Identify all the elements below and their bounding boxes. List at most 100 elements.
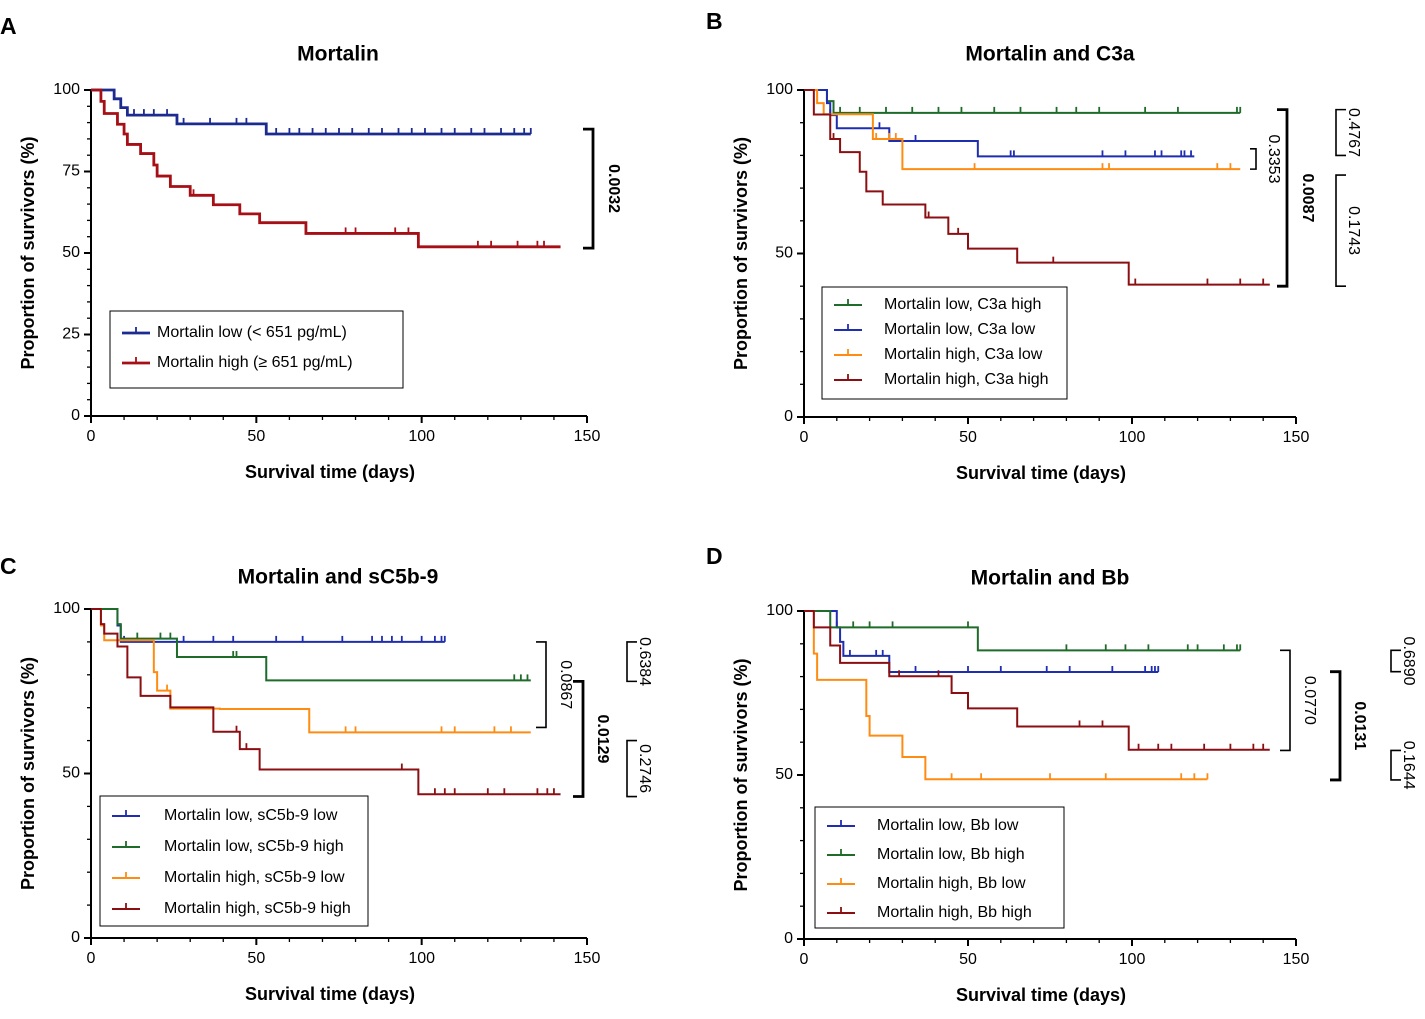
- survival-curve: [804, 610, 1241, 652]
- legend-label: Mortalin low, Bb low: [877, 817, 1019, 834]
- survival-curve: [91, 608, 531, 734]
- x-tick-label: 150: [574, 428, 601, 445]
- y-axis-label: Proportion of survivors (%): [18, 136, 38, 369]
- legend-label: Mortalin high, sC5b-9 high: [164, 900, 351, 917]
- pvalue-bracket: [1390, 749, 1401, 781]
- y-tick-label: 100: [766, 81, 793, 98]
- x-tick-label: 150: [1283, 951, 1310, 968]
- legend-label: Mortalin high, Bb low: [877, 875, 1026, 892]
- legend-box: [814, 806, 1065, 929]
- x-axis-label: Survival time (days): [956, 463, 1126, 483]
- pvalue-label: 0.0129: [594, 714, 611, 763]
- pvalue-bracket: [1250, 148, 1257, 170]
- legend-label: Mortalin low, C3a low: [884, 321, 1036, 338]
- chart-title: Mortalin and C3a: [965, 43, 1135, 66]
- survival-curve: [804, 89, 1241, 114]
- pvalue-label: 0.2746: [636, 744, 653, 793]
- pvalue-bracket: [1390, 649, 1401, 673]
- legend-label: Mortalin low, Bb high: [877, 846, 1025, 863]
- y-axis-label: Proportion of survivors (%): [18, 657, 38, 890]
- survival-curve: [804, 89, 1241, 171]
- x-tick-label: 50: [247, 950, 265, 967]
- pvalue-bracket: [626, 739, 637, 798]
- pvalue-label: 0.1644: [1400, 741, 1417, 790]
- legend-label: Mortalin low, C3a high: [884, 296, 1041, 313]
- pvalue-bracket: [536, 641, 547, 729]
- x-tick-label: 100: [408, 950, 435, 967]
- x-tick-label: 100: [1119, 951, 1146, 968]
- y-tick-label: 0: [71, 929, 80, 946]
- pvalue-bracket: [1280, 649, 1291, 752]
- pvalue-label: 0.0032: [605, 164, 622, 213]
- pvalue-bracket: [1335, 174, 1346, 287]
- x-axis-label: Survival time (days): [245, 462, 415, 482]
- panel-letter: B: [706, 8, 723, 34]
- y-tick-label: 0: [784, 408, 793, 425]
- pvalue-bracket: [626, 641, 637, 683]
- y-tick-label: 50: [775, 245, 793, 262]
- pvalue-label: 0.0867: [557, 660, 574, 709]
- panel-b: B Mortalin and C3a 0 50 100 150 0 50 100 Survival…: [706, 8, 1362, 483]
- pvalue-label: 0.6384: [636, 637, 653, 686]
- survival-curve: [91, 88, 531, 136]
- legend-box: [109, 310, 404, 389]
- y-tick-label: 75: [62, 163, 80, 180]
- y-tick-label: 25: [62, 326, 80, 343]
- y-tick-label: 50: [62, 765, 80, 782]
- y-tick-label: 0: [71, 407, 80, 424]
- legend-label: Mortalin high, Bb high: [877, 904, 1032, 921]
- panel-letter: A: [0, 13, 17, 39]
- pvalue-bracket: [1277, 108, 1289, 288]
- y-axis-label: Proportion of survivors (%): [731, 658, 751, 891]
- pvalue-bracket: [1330, 670, 1342, 782]
- panel-a: A Mortalin 0 50 100 150 0 25 50 75 100 Survival tim…: [0, 13, 622, 482]
- chart-title: Mortalin and Bb: [971, 567, 1130, 590]
- x-tick-label: 0: [800, 951, 809, 968]
- y-tick-label: 100: [53, 600, 80, 617]
- legend-label: Mortalin low, sC5b-9 low: [164, 807, 338, 824]
- y-tick-label: 100: [53, 81, 80, 98]
- x-tick-label: 0: [800, 429, 809, 446]
- y-tick-label: 100: [766, 602, 793, 619]
- survival-curve: [804, 610, 1270, 751]
- pvalue-label: 0.0770: [1301, 676, 1318, 725]
- pvalue-bracket: [1335, 108, 1346, 157]
- pvalue-label: 0.4767: [1345, 108, 1362, 157]
- pvalue-label: 0.0087: [1299, 173, 1316, 222]
- legend-label: Mortalin high, C3a low: [884, 346, 1043, 363]
- survival-curve: [804, 89, 1270, 286]
- survival-curve: [804, 89, 1195, 158]
- y-tick-label: 50: [775, 766, 793, 783]
- pvalue-label: 0.0131: [1351, 701, 1368, 750]
- pvalue-label: 0.3353: [1265, 135, 1282, 184]
- x-tick-label: 150: [1283, 429, 1310, 446]
- survival-curve: [91, 608, 531, 682]
- x-tick-label: 0: [87, 950, 96, 967]
- y-tick-label: 0: [784, 930, 793, 947]
- legend-label: Mortalin low, sC5b-9 high: [164, 838, 344, 855]
- panel-letter: D: [706, 543, 723, 569]
- x-axis-label: Survival time (days): [245, 984, 415, 1004]
- legend-box: [821, 286, 1068, 400]
- pvalue-bracket: [573, 679, 585, 798]
- panel-c: C Mortalin and sC5b-9 0 50 100 150 0 50 100 Survi…: [0, 553, 653, 1004]
- pvalue-bracket: [583, 127, 595, 250]
- x-tick-label: 150: [574, 950, 601, 967]
- survival-curve: [91, 608, 561, 796]
- survival-curve: [804, 610, 1208, 781]
- legend-label: Mortalin high, C3a high: [884, 371, 1049, 388]
- x-tick-label: 100: [1119, 429, 1146, 446]
- chart-title: Mortalin and sC5b-9: [238, 566, 439, 589]
- x-tick-label: 50: [959, 951, 977, 968]
- chart-title: Mortalin: [297, 43, 379, 66]
- pvalue-label: 0.1743: [1345, 206, 1362, 255]
- y-tick-label: 50: [62, 244, 80, 261]
- legend-label: Mortalin high (≥ 651 pg/mL): [157, 354, 353, 371]
- legend-label: Mortalin high, sC5b-9 low: [164, 869, 345, 886]
- panel-letter: C: [0, 553, 17, 579]
- x-tick-label: 50: [247, 428, 265, 445]
- y-axis-label: Proportion of survivors (%): [731, 137, 751, 370]
- survival-curve: [91, 88, 561, 249]
- x-tick-label: 0: [87, 428, 96, 445]
